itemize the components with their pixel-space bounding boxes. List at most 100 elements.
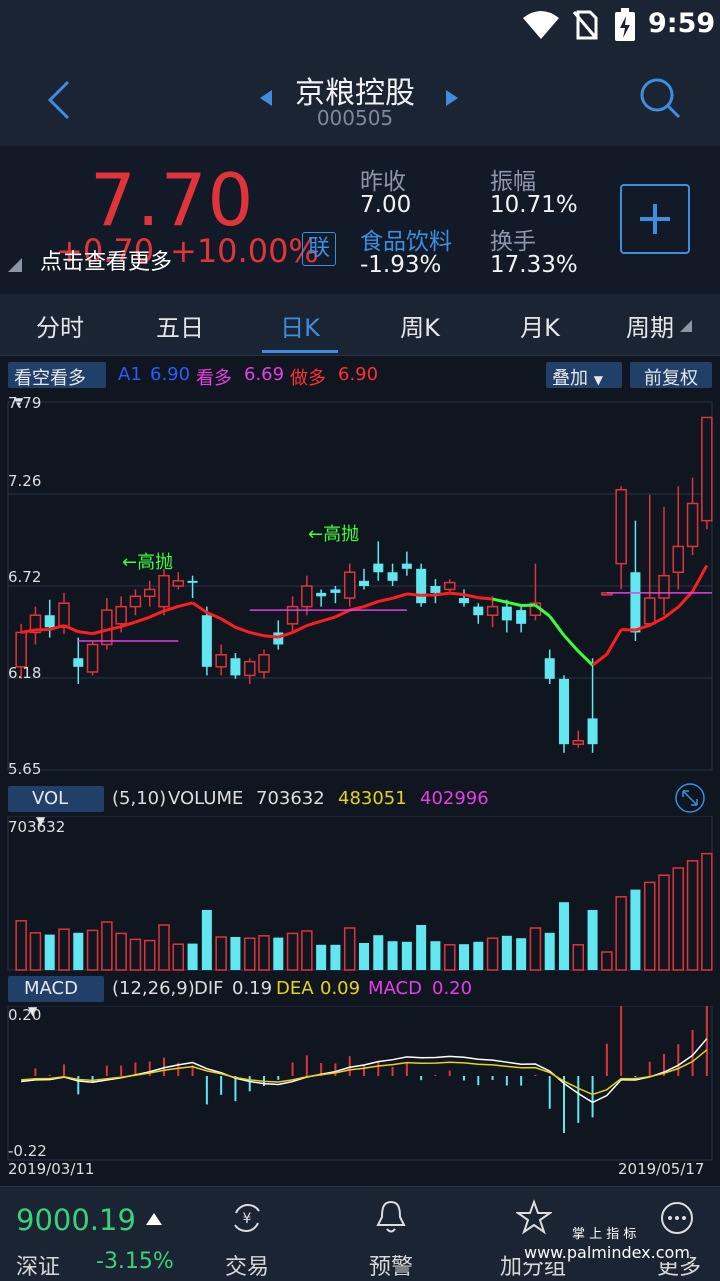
search-icon[interactable] (638, 76, 682, 120)
candle-body (245, 662, 255, 676)
sector-change: -1.93% (360, 252, 441, 278)
prev-stock-icon[interactable] (258, 88, 274, 108)
link-badge[interactable]: 联 (302, 232, 336, 266)
volume-bar (259, 936, 269, 970)
macd-top-tick: 0.20 (8, 1006, 41, 1024)
ma-line-segment (307, 621, 321, 625)
period-tabs: 分时 五日 日K 周K 月K 周期 (0, 294, 720, 356)
kline-chart[interactable] (0, 392, 720, 780)
candle-body (45, 615, 55, 627)
ma-line-segment (364, 601, 378, 606)
macd-value: 0.20 (432, 978, 472, 999)
adjust-button[interactable]: 前复权 (630, 362, 712, 388)
volume-max-tick: 703632 (8, 818, 65, 836)
ma-line-segment (664, 607, 678, 618)
y-tick-0: 7.79 (8, 394, 41, 412)
tab-daily-k[interactable]: 日K (245, 308, 355, 343)
tab-monthly-k[interactable]: 月K (485, 308, 595, 343)
macd-select[interactable]: MACD ▼ (8, 976, 104, 1002)
turnover-label: 换手 (490, 222, 536, 256)
nav-more[interactable]: 更多 (632, 1187, 720, 1281)
overlay-label: 叠加 (552, 368, 588, 389)
candle-body (302, 586, 312, 607)
nav-trade[interactable]: ¥ 交易 (200, 1187, 294, 1281)
volume-bar (216, 937, 226, 970)
candle-body (145, 589, 155, 596)
candle-body (345, 572, 355, 598)
plus-icon (622, 186, 688, 252)
candle-body (659, 576, 669, 598)
period-dropdown-icon (680, 320, 692, 332)
volume-bar (602, 952, 612, 970)
candle-body (259, 655, 269, 672)
indicator-select[interactable]: 看空看多 ▼ (8, 362, 106, 388)
sector-label[interactable]: 食品饮料 (360, 222, 452, 256)
macd-select-label: MACD (24, 978, 78, 999)
add-watchlist-button[interactable] (620, 184, 690, 254)
volume-params: (5,10) (112, 788, 166, 809)
ma-line-segment (193, 603, 207, 613)
candle-body (88, 644, 98, 672)
ma-line-segment (235, 627, 249, 632)
macd-dif-label: DIF (194, 978, 224, 999)
bottom-nav: 9000.19 深证 -3.15% ¥ 交易 预警 加分组 更多 掌 上 指 标… (0, 1186, 720, 1280)
volume-bar (588, 910, 598, 970)
watermark-url: www.palmindex.com (524, 1243, 690, 1262)
overlay-button[interactable]: 叠加 ▼ (546, 362, 622, 388)
candle-body (59, 603, 69, 627)
nav-alert[interactable]: 预警 (346, 1187, 440, 1281)
volume-bar (502, 936, 512, 970)
volume-bar (630, 890, 640, 970)
ma-line-segment (407, 594, 421, 595)
tab-weekly-k[interactable]: 周K (365, 308, 475, 343)
short-label: 做多 (290, 364, 326, 390)
volume-bar (159, 925, 169, 970)
volume-bar (116, 933, 126, 970)
ma-line-segment (578, 651, 592, 665)
volume-bar (473, 942, 483, 970)
volume-bar (288, 933, 298, 970)
ma-line-segment (493, 599, 507, 602)
quote-panel[interactable]: 7.70 +0.70 +10.00% 点击查看更多 联 昨收 7.00 食品饮料… (0, 146, 720, 294)
volume-bar (488, 938, 498, 970)
ma-line-segment (593, 654, 607, 665)
back-icon[interactable] (44, 78, 74, 122)
index-value[interactable]: 9000.19 (16, 1203, 136, 1237)
status-bar: 9:59 (0, 0, 720, 52)
volume-bar (45, 935, 55, 970)
candle-body (502, 607, 512, 621)
tab-five-day[interactable]: 五日 (125, 308, 235, 343)
volume-chart (0, 816, 720, 972)
tab-minute[interactable]: 分时 (5, 308, 115, 343)
candle-body (445, 583, 455, 590)
clock: 9:59 (648, 8, 715, 39)
chart-area[interactable]: 看空看多 ▼ A1 6.90 看多 6.69 做多 6.90 叠加 ▼ 前复权 … (0, 356, 720, 1186)
candle-body (202, 615, 212, 667)
volume-bar (359, 943, 369, 970)
volume-bar (173, 944, 183, 970)
index-name: 深证 (16, 1249, 60, 1281)
ma-line-segment (450, 593, 464, 595)
indicator-select-label: 看空看多 (14, 368, 86, 389)
volume-bar (416, 925, 426, 970)
volume-bar (345, 928, 355, 970)
candle-body (516, 610, 526, 624)
expand-icon[interactable] (674, 782, 706, 814)
macd-dif: 0.19 (232, 978, 272, 999)
volume-select[interactable]: VOL ▼ (8, 786, 104, 812)
candle-body (702, 417, 712, 520)
more-hint[interactable]: 点击查看更多 (40, 244, 172, 276)
nav-add-group[interactable]: 加分组 (488, 1187, 582, 1281)
index-change: -3.15% (96, 1249, 174, 1274)
next-stock-icon[interactable] (444, 88, 460, 108)
a1-label: A1 (118, 364, 142, 385)
ma-line-segment (335, 610, 349, 617)
volume-ma10: 402996 (420, 788, 489, 809)
volume-bar (88, 930, 98, 970)
watermark-top: 掌 上 指 标 (572, 1223, 636, 1242)
volume-value: 703632 (256, 788, 325, 809)
volume-bar (330, 945, 340, 970)
candle-body (488, 607, 498, 616)
candle-body (388, 572, 398, 581)
volume-select-label: VOL (32, 788, 68, 809)
